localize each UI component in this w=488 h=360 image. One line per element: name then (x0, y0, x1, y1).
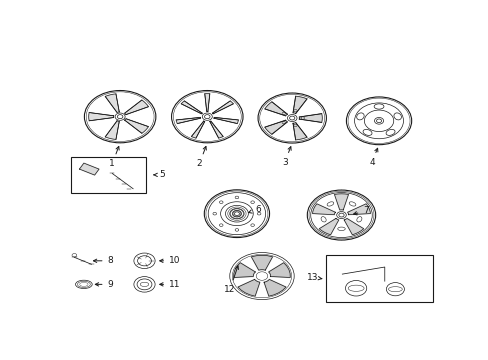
Polygon shape (79, 163, 99, 175)
Polygon shape (292, 123, 306, 140)
Polygon shape (312, 204, 335, 215)
Polygon shape (105, 121, 119, 139)
Polygon shape (268, 263, 290, 278)
Circle shape (84, 90, 156, 143)
Text: 8: 8 (93, 256, 113, 265)
Text: 10: 10 (160, 256, 180, 265)
Circle shape (336, 212, 346, 219)
Polygon shape (181, 101, 202, 114)
Polygon shape (319, 219, 338, 235)
Circle shape (171, 90, 243, 143)
Text: 4: 4 (368, 148, 377, 167)
Circle shape (374, 117, 383, 124)
Text: 5: 5 (154, 170, 165, 179)
Circle shape (258, 93, 326, 143)
Polygon shape (214, 117, 238, 123)
Bar (70, 157, 146, 193)
Text: 9: 9 (95, 280, 113, 289)
Polygon shape (292, 96, 306, 113)
Circle shape (287, 114, 296, 122)
Text: 2: 2 (196, 147, 206, 168)
Text: 6: 6 (248, 205, 261, 214)
Polygon shape (251, 255, 272, 270)
Polygon shape (347, 204, 370, 215)
Polygon shape (264, 102, 287, 116)
Polygon shape (233, 263, 255, 278)
Polygon shape (88, 113, 114, 121)
Circle shape (204, 190, 269, 238)
Polygon shape (204, 94, 209, 112)
Circle shape (346, 97, 411, 145)
Text: 7: 7 (353, 206, 368, 215)
Polygon shape (124, 119, 148, 133)
Circle shape (232, 210, 241, 217)
Text: 1: 1 (109, 147, 119, 168)
Polygon shape (299, 114, 322, 122)
Polygon shape (105, 94, 119, 112)
Polygon shape (238, 279, 259, 296)
Polygon shape (209, 121, 223, 138)
Text: 12: 12 (224, 266, 238, 294)
Text: 13: 13 (306, 273, 321, 282)
Polygon shape (264, 120, 287, 134)
Polygon shape (344, 219, 363, 235)
Polygon shape (264, 279, 285, 296)
Polygon shape (212, 101, 233, 114)
Polygon shape (334, 194, 348, 210)
Circle shape (306, 190, 375, 240)
Text: 3: 3 (281, 147, 290, 167)
Polygon shape (191, 121, 204, 138)
Circle shape (115, 113, 125, 120)
Circle shape (202, 113, 212, 120)
Circle shape (229, 252, 294, 300)
Polygon shape (176, 117, 200, 123)
Text: 11: 11 (160, 280, 180, 289)
Bar (326, 255, 432, 302)
Polygon shape (124, 100, 148, 114)
